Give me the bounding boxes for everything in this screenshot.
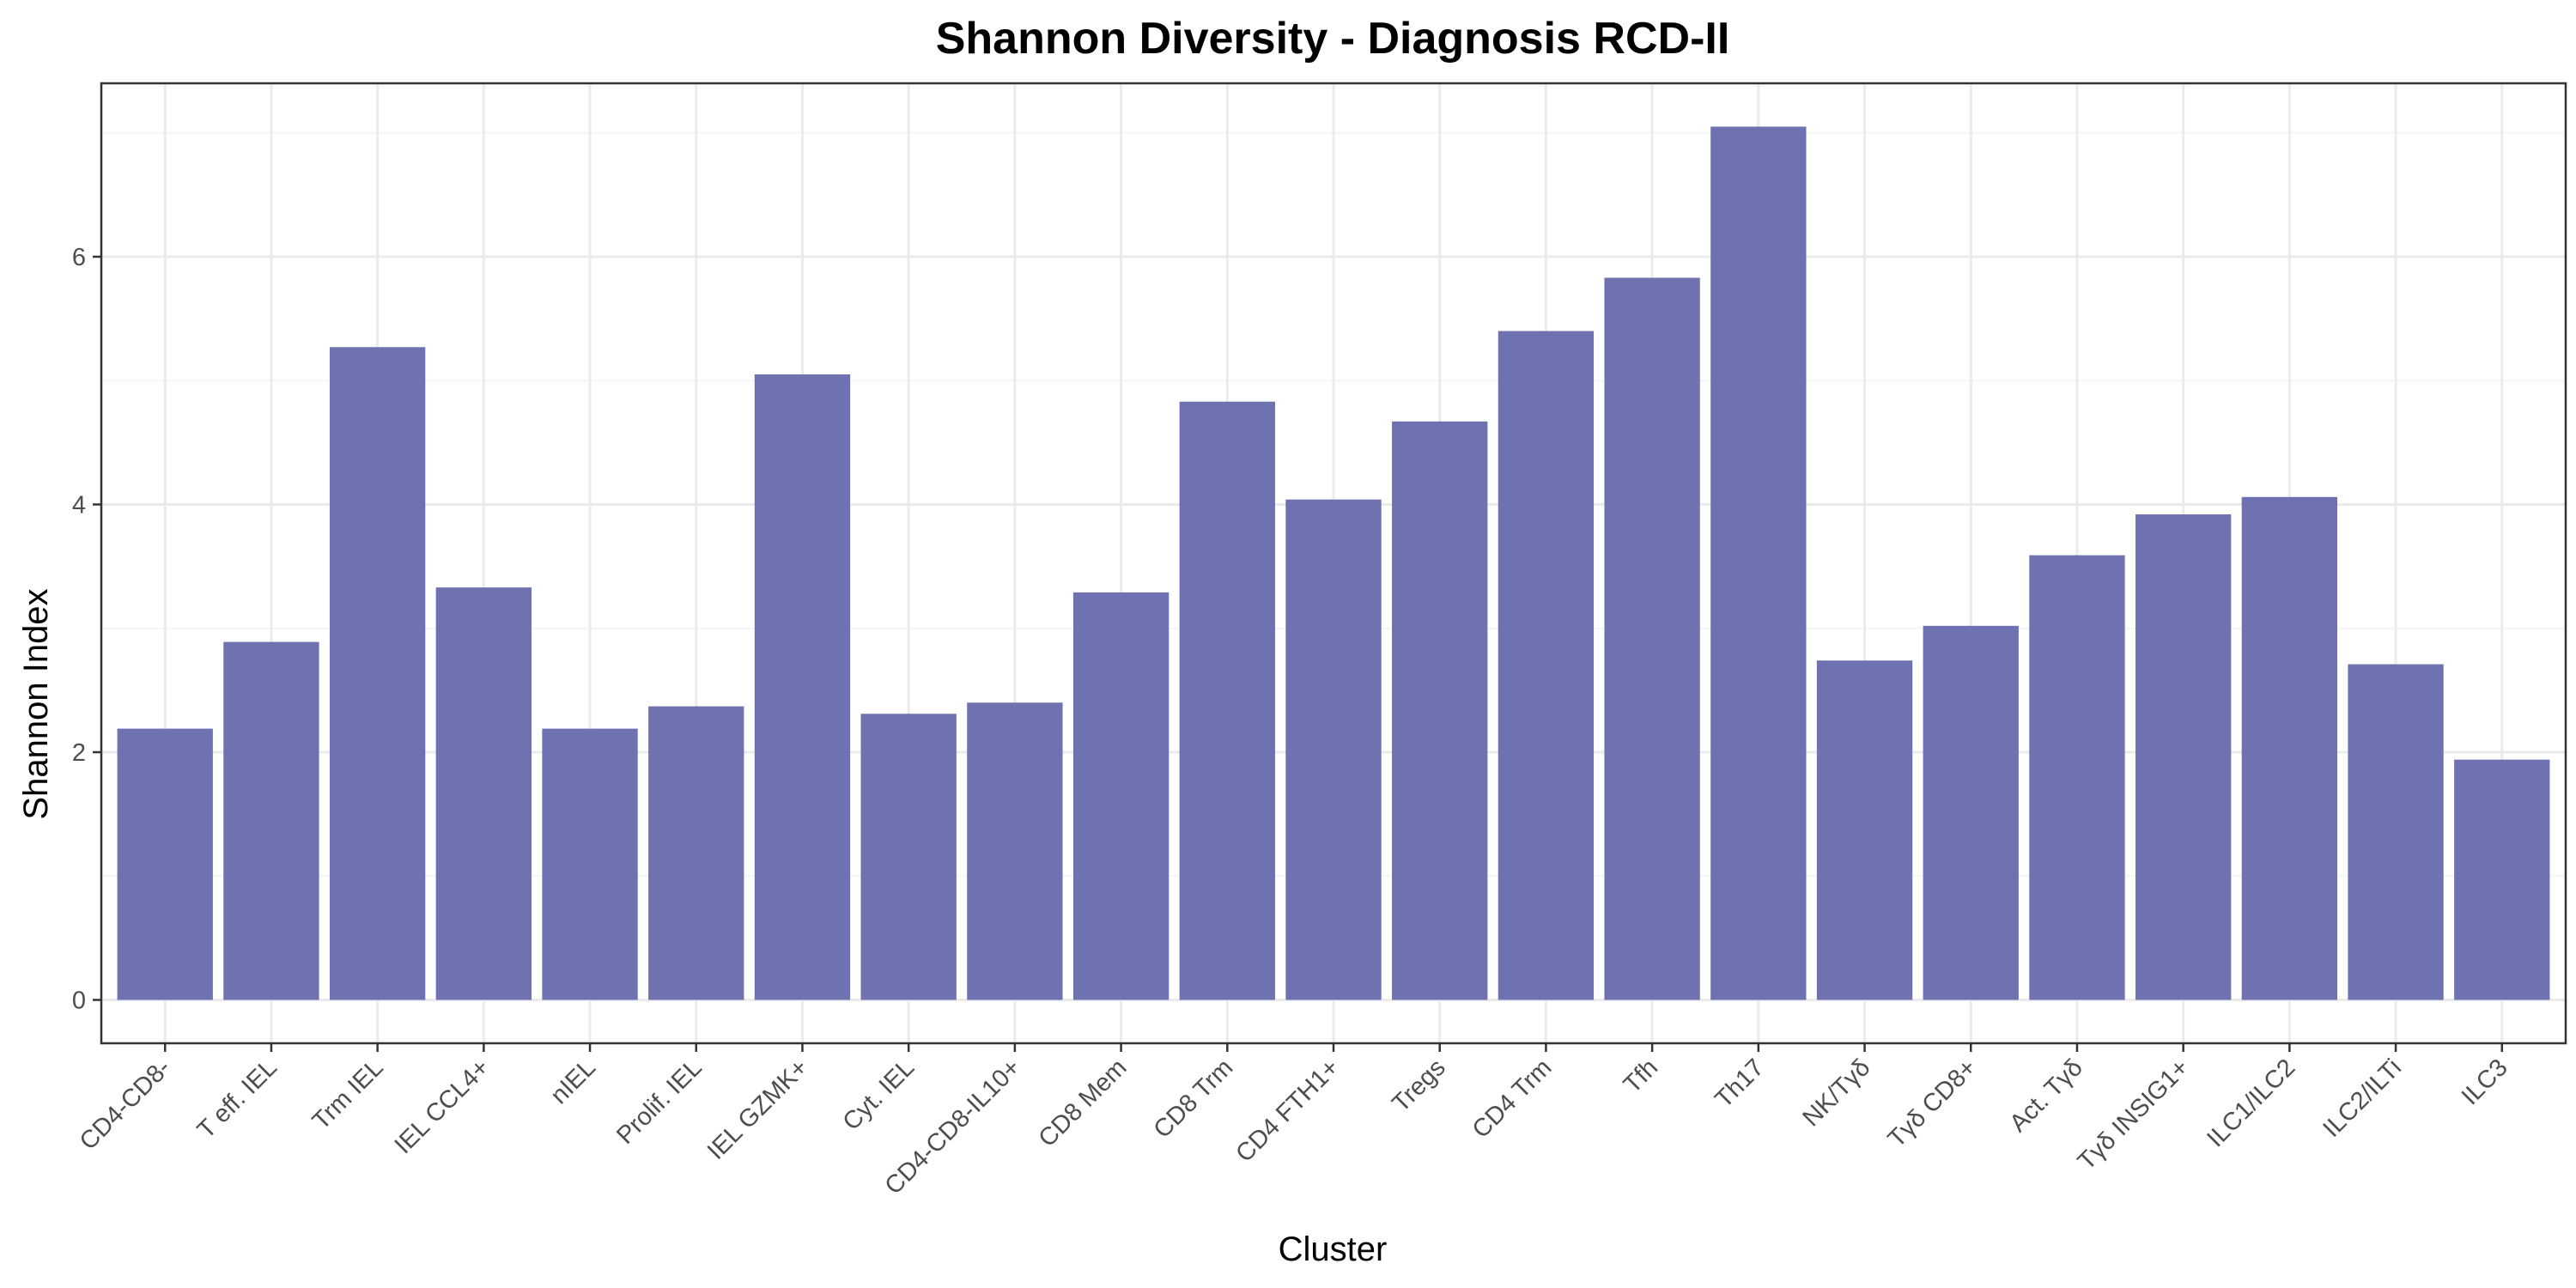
bar xyxy=(1923,625,2019,1000)
x-tick-label: IEL GZMK+ xyxy=(702,1054,814,1165)
bar xyxy=(1179,401,1275,1000)
x-axis: CD4-CD8- T eff. IEL Trm IEL IEL CCL4+ nIEL Pr… xyxy=(75,1043,2513,1200)
x-tick-label: Th17 xyxy=(1710,1054,1769,1113)
x-tick-label: Tregs xyxy=(1387,1054,1450,1117)
y-tick-label: 2 xyxy=(72,739,86,767)
x-tick-label: nIEL xyxy=(545,1054,601,1109)
bar xyxy=(860,714,957,1000)
bars xyxy=(117,126,2550,1000)
y-tick-label: 4 xyxy=(72,491,86,519)
bar xyxy=(967,702,1063,1000)
bar xyxy=(329,347,426,1000)
x-tick-label: NK/Tγδ xyxy=(1797,1054,1875,1132)
x-tick-label: Tfh xyxy=(1619,1054,1663,1098)
y-tick-label: 6 xyxy=(72,244,86,271)
bar xyxy=(2029,555,2125,1000)
x-tick-label: Prolif. IEL xyxy=(611,1054,708,1150)
x-tick-label: Cyt. IEL xyxy=(838,1054,920,1136)
bar xyxy=(435,587,532,1000)
x-tick-label: CD8 Mem xyxy=(1034,1054,1133,1152)
x-tick-label: T eff. IEL xyxy=(192,1054,283,1144)
x-tick-label: Tγδ CD8+ xyxy=(1883,1054,1983,1153)
bar xyxy=(117,728,213,1000)
bar xyxy=(1392,421,1488,1000)
bar xyxy=(1498,331,1595,1000)
x-tick-label: IEL CCL4+ xyxy=(390,1054,495,1159)
bar xyxy=(1285,499,1382,1000)
y-tick-label: 0 xyxy=(72,987,86,1015)
bar xyxy=(648,706,744,1000)
x-tick-label: CD4 FTH1+ xyxy=(1230,1054,1345,1168)
bar xyxy=(223,641,319,1000)
bar xyxy=(2348,664,2444,1000)
x-tick-label: ILC3 xyxy=(2457,1054,2513,1110)
x-axis-title: Cluster xyxy=(1279,1230,1388,1268)
x-tick-label: ILC2/ILTi xyxy=(2318,1054,2407,1143)
bar xyxy=(1072,592,1170,1000)
bar xyxy=(2241,496,2338,1000)
bar xyxy=(2135,514,2232,1000)
chart-title: Shannon Diversity - Diagnosis RCD-II xyxy=(936,14,1730,64)
x-tick-label: CD8 Trm xyxy=(1149,1054,1239,1144)
y-axis: 0 2 4 6 xyxy=(72,244,101,1015)
x-tick-label: Tγδ INSIG1+ xyxy=(2073,1054,2195,1176)
bar xyxy=(754,374,851,1000)
x-tick-label: CD4-CD8- xyxy=(75,1054,176,1155)
x-tick-label: CD4 Trm xyxy=(1467,1054,1558,1144)
y-axis-title: Shannon Index xyxy=(17,588,55,819)
bar xyxy=(1710,126,1807,1000)
bar xyxy=(542,728,638,1000)
x-tick-label: Trm IEL xyxy=(307,1054,389,1135)
bar xyxy=(1816,660,1913,1000)
x-tick-label: ILC1/ILC2 xyxy=(2202,1054,2300,1152)
x-tick-label: Act. Tγδ xyxy=(2004,1054,2087,1137)
bar xyxy=(1604,277,1700,1000)
bar xyxy=(2454,759,2550,1000)
